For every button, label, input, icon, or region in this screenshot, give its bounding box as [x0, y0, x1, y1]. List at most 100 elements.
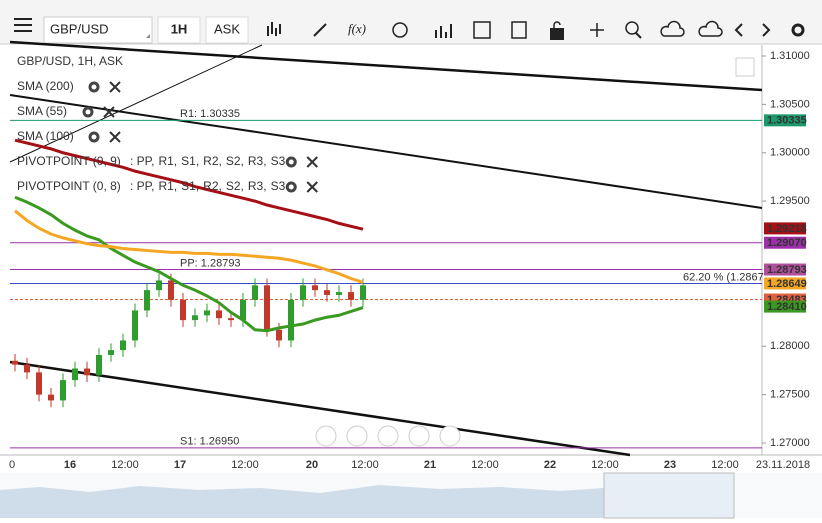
close-icon[interactable] — [306, 181, 318, 193]
price-tick-label: 1.27000 — [770, 437, 810, 449]
price-tick-label: 1.31000 — [770, 50, 810, 62]
candle-body — [228, 318, 234, 321]
candle-body — [156, 280, 162, 291]
trend-lines — [9, 40, 763, 457]
info-icon[interactable] — [392, 22, 408, 38]
pivot-part: S3 — [271, 154, 286, 168]
lock-icon[interactable] — [550, 28, 564, 40]
report-icon[interactable] — [511, 21, 527, 39]
candle-body — [276, 329, 282, 341]
pivot-legend: PIVOTPOINT (0, 9) — [17, 154, 121, 168]
candle-body — [264, 285, 270, 330]
time-label: 23.11.2018 — [756, 459, 810, 471]
pivot-part: R3, — [248, 179, 267, 193]
time-label: 20 — [306, 459, 318, 471]
time-label: 21 — [424, 459, 436, 471]
candle-body — [204, 310, 210, 316]
price-badge-label: 1.28649 — [767, 278, 807, 290]
candle-body — [348, 292, 354, 300]
sma-legend: SMA (100) — [17, 129, 74, 143]
candle-body — [360, 285, 366, 300]
trend-line — [9, 94, 763, 209]
crosshair-icon[interactable] — [590, 23, 604, 37]
pivot-part: S2, — [226, 179, 244, 193]
pivot-part: : PP, — [130, 179, 154, 193]
indicators-icon[interactable] — [435, 24, 452, 38]
candle-body — [132, 310, 138, 341]
candle-body — [252, 285, 258, 300]
pivot-part: R3, — [248, 154, 267, 168]
time-label: 12:00 — [111, 459, 139, 471]
price-badge — [764, 277, 806, 290]
sma-line — [14, 209, 364, 284]
level-label: S1: 1.26950 — [180, 436, 239, 448]
pivot-part: : PP, — [130, 154, 154, 168]
close-icon[interactable] — [109, 81, 121, 93]
candle-body — [12, 360, 18, 365]
zoom-icon[interactable] — [625, 21, 639, 35]
nav-reset[interactable] — [377, 425, 399, 447]
nav-zoom-in[interactable] — [408, 425, 430, 447]
time-label: 0 — [9, 459, 15, 471]
symbol-text: GBP/USD — [50, 21, 109, 36]
settings-icon[interactable] — [82, 106, 94, 118]
pivot-part: R1, — [158, 179, 177, 193]
price-tick-label: 1.30500 — [770, 98, 810, 110]
symbol-input[interactable] — [43, 16, 153, 44]
lock-shackle — [553, 21, 561, 29]
candle-body — [60, 380, 66, 401]
calendar-icon[interactable] — [473, 21, 491, 39]
settings-icon[interactable] — [285, 156, 297, 168]
nav-zoom-out[interactable] — [346, 425, 368, 447]
maximize-button[interactable] — [735, 57, 755, 77]
navigator-window[interactable] — [603, 472, 735, 519]
navigator-area — [0, 485, 604, 518]
pivot-part: S3 — [271, 179, 286, 193]
price-badge — [764, 300, 806, 313]
nav-right[interactable] — [439, 425, 461, 447]
price-tick-label: 1.29500 — [770, 195, 810, 207]
pivot-part: R2, — [203, 154, 222, 168]
settings-icon[interactable] — [88, 131, 100, 143]
sma-legend: SMA (200) — [17, 79, 74, 93]
candle-body — [168, 280, 174, 300]
close-icon[interactable] — [103, 106, 115, 118]
side-button[interactable] — [205, 16, 249, 44]
fx-button[interactable]: f(x) — [348, 21, 366, 36]
input-grip — [146, 34, 150, 38]
pivot-part: R2, — [203, 179, 222, 193]
chart-type-icon[interactable] — [267, 22, 281, 36]
trend-line — [9, 40, 763, 92]
settings-icon[interactable] — [88, 81, 100, 93]
close-icon[interactable] — [109, 131, 121, 143]
price-badge-label: 1.28793 — [767, 264, 807, 276]
download-icon[interactable] — [698, 20, 723, 37]
time-label: 12:00 — [231, 459, 259, 471]
back-icon[interactable] — [734, 23, 743, 37]
price-tick-label: 1.30000 — [770, 147, 810, 159]
pivot-part: S1, — [181, 179, 199, 193]
candle-body — [144, 290, 150, 311]
nav-left[interactable] — [315, 425, 337, 447]
nav-controls — [315, 425, 461, 447]
candle-body — [96, 354, 102, 376]
price-badge — [764, 114, 806, 127]
close-icon[interactable] — [306, 156, 318, 168]
settings-icon[interactable] — [791, 23, 805, 37]
settings-icon[interactable] — [285, 181, 297, 193]
candle-body — [312, 285, 318, 291]
trend-line — [9, 360, 631, 457]
menu-button[interactable] — [6, 16, 34, 46]
menu-icon — [14, 18, 32, 32]
legend-header: GBP/USD, 1H, ASK — [17, 54, 123, 68]
level-label: 62.20 % (1.2867 — [683, 271, 764, 283]
price-badge-label: 1.30335 — [767, 115, 807, 127]
price-tick-label: 1.28000 — [770, 340, 810, 352]
trend-line — [9, 44, 263, 163]
forward-icon[interactable] — [762, 23, 771, 37]
draw-icon[interactable] — [313, 23, 327, 37]
upload-icon[interactable] — [660, 20, 685, 37]
interval-button[interactable] — [157, 16, 201, 44]
level-label: R1: 1.30335 — [180, 108, 240, 120]
